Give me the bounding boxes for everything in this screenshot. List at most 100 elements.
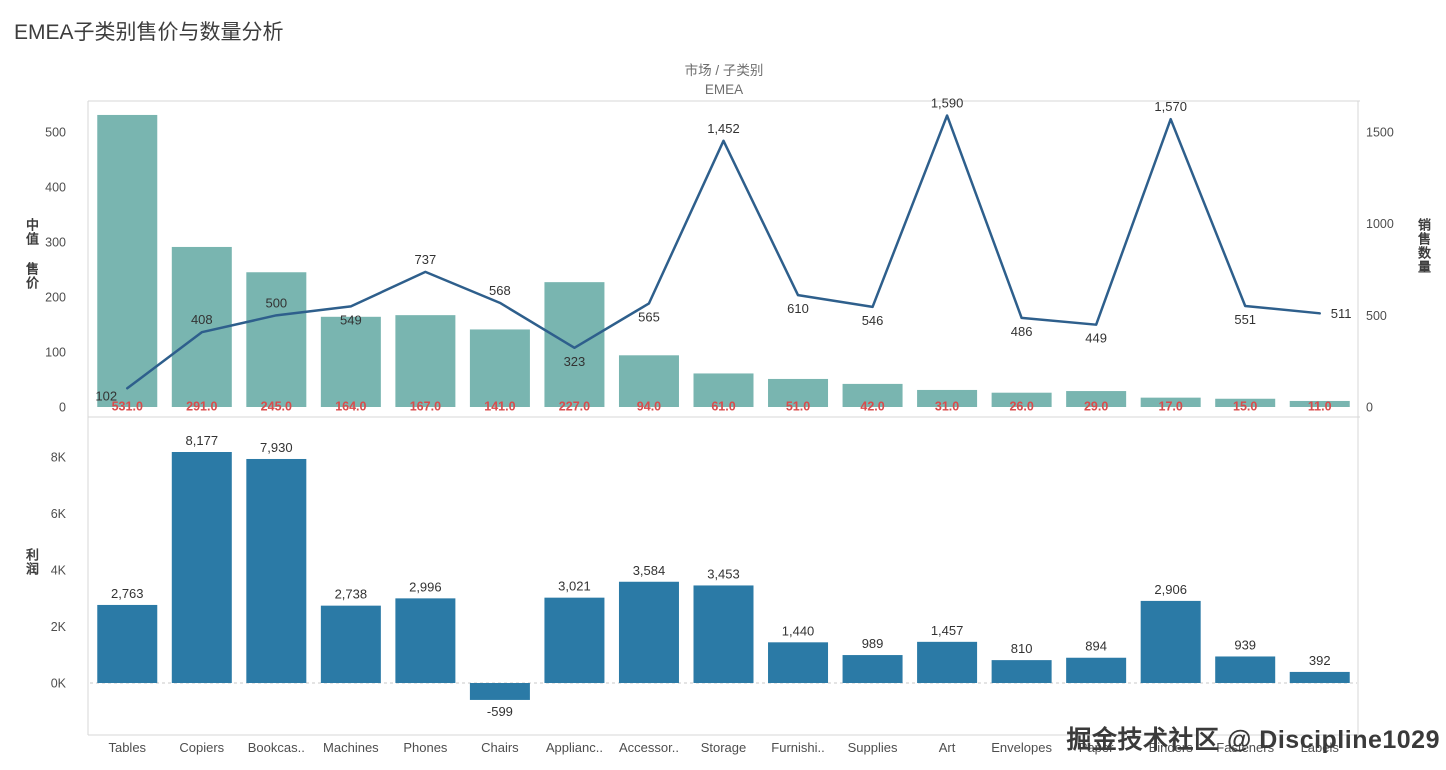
profit-bar-label: 7,930 — [260, 440, 293, 455]
profit-bar[interactable] — [1215, 656, 1276, 683]
quantity-axis-tick: 0 — [1366, 401, 1373, 415]
price-bar[interactable] — [97, 114, 158, 407]
category-label[interactable]: Accessor.. — [619, 740, 679, 755]
category-label[interactable]: Machines — [323, 740, 379, 755]
quantity-point-label: 323 — [564, 354, 586, 369]
category-label[interactable]: Labels — [1301, 740, 1340, 755]
category-label[interactable]: Art — [939, 740, 956, 755]
profit-bar-label: 939 — [1234, 637, 1256, 652]
column-header-value[interactable]: EMEA — [704, 82, 744, 97]
price-bar-label: 291.0 — [186, 400, 217, 414]
quantity-point-label: 500 — [265, 295, 287, 310]
quantity-point-label: 449 — [1085, 331, 1107, 346]
price-bar[interactable] — [842, 383, 903, 407]
category-label[interactable]: Envelopes — [991, 740, 1052, 755]
profit-bar[interactable] — [1289, 671, 1350, 683]
profit-axis-tick: 4K — [51, 564, 67, 578]
category-label[interactable]: Bookcas.. — [248, 740, 305, 755]
profit-bar-label: 2,738 — [335, 587, 368, 602]
profit-bar[interactable] — [991, 660, 1052, 683]
profit-bar[interactable] — [917, 641, 978, 683]
quantity-point-label: 568 — [489, 283, 511, 298]
profit-bar[interactable] — [842, 655, 903, 683]
price-bar-label: 167.0 — [410, 400, 441, 414]
category-label[interactable]: Storage — [701, 740, 747, 755]
price-bar[interactable] — [395, 315, 456, 407]
quantity-line[interactable] — [126, 114, 1321, 390]
price-bar[interactable] — [917, 389, 978, 407]
quantity-point-label: 549 — [340, 312, 362, 327]
quantity-point-label: 565 — [638, 309, 660, 324]
quantity-point-label: 102 — [95, 388, 117, 403]
quantity-point-label: 546 — [862, 313, 884, 328]
price-bar-label: 11.0 — [1308, 400, 1332, 414]
category-label[interactable]: Binders — [1149, 740, 1194, 755]
category-label[interactable]: Fasteners — [1216, 740, 1274, 755]
profit-bar[interactable] — [320, 605, 381, 683]
profit-bar[interactable] — [1066, 657, 1127, 683]
price-axis-tick: 300 — [45, 236, 66, 250]
profit-bar[interactable] — [97, 604, 158, 683]
profit-bar-label: 392 — [1309, 653, 1331, 668]
profit-bar[interactable] — [618, 581, 679, 683]
price-bar[interactable] — [768, 378, 829, 407]
quantity-point-label: 737 — [415, 252, 437, 267]
category-label[interactable]: Furnishi.. — [771, 740, 824, 755]
quantity-point-label: 408 — [191, 312, 213, 327]
profit-bar[interactable] — [395, 598, 456, 683]
price-axis-tick: 500 — [45, 126, 66, 140]
price-axis-tick: 200 — [45, 291, 66, 305]
price-bar[interactable] — [320, 316, 381, 407]
price-bar[interactable] — [1066, 391, 1127, 407]
profit-bar[interactable] — [1140, 600, 1201, 683]
quantity-axis-title: 销售数量 — [1416, 218, 1431, 274]
profit-bar-label: 2,763 — [111, 586, 144, 601]
price-bar[interactable] — [991, 392, 1052, 407]
profit-bar[interactable] — [544, 597, 605, 683]
price-bar[interactable] — [1215, 398, 1276, 407]
profit-bar-label: 2,906 — [1154, 582, 1187, 597]
category-label[interactable]: Applianc.. — [546, 740, 603, 755]
price-bar[interactable] — [693, 373, 754, 407]
category-label[interactable]: Chairs — [481, 740, 519, 755]
profit-bar[interactable] — [246, 458, 307, 683]
price-bar[interactable] — [618, 355, 679, 407]
category-label[interactable]: Supplies — [848, 740, 898, 755]
price-bar[interactable] — [544, 282, 605, 407]
price-bar[interactable] — [1289, 400, 1350, 407]
category-label[interactable]: Phones — [403, 740, 448, 755]
profit-bar[interactable] — [693, 585, 754, 683]
quantity-point-label: 486 — [1011, 324, 1033, 339]
price-bar[interactable] — [469, 329, 530, 407]
profit-axis-tick: 8K — [51, 451, 67, 465]
price-bar[interactable] — [1140, 397, 1201, 407]
quantity-point-label: 1,452 — [707, 121, 740, 136]
profit-bar-label: 3,453 — [707, 566, 740, 581]
category-label[interactable]: Paper — [1079, 740, 1114, 755]
price-bar-label: 61.0 — [711, 400, 735, 414]
quantity-axis-tick: 500 — [1366, 309, 1387, 323]
quantity-axis-tick: 1000 — [1366, 217, 1394, 231]
profit-bar-label: 1,457 — [931, 623, 964, 638]
price-bar-label: 26.0 — [1009, 400, 1033, 414]
price-axis-title: 中值 售价 — [24, 218, 39, 290]
price-bar[interactable] — [246, 272, 307, 407]
price-bar-label: 531.0 — [112, 400, 143, 414]
price-bar-label: 15.0 — [1233, 400, 1257, 414]
quantity-axis-tick: 1500 — [1366, 126, 1394, 140]
profit-bar[interactable] — [469, 683, 530, 700]
category-label[interactable]: Copiers — [179, 740, 224, 755]
quantity-point-label: 610 — [787, 301, 809, 316]
profit-bar-label: 1,440 — [782, 623, 815, 638]
price-axis-tick: 0 — [59, 401, 66, 415]
profit-bar[interactable] — [171, 451, 232, 683]
price-bar-label: 42.0 — [860, 400, 884, 414]
category-label[interactable]: Tables — [108, 740, 146, 755]
price-bar-label: 227.0 — [559, 400, 590, 414]
profit-bar-label: 2,996 — [409, 579, 442, 594]
price-bar-label: 51.0 — [786, 400, 810, 414]
profit-bar-label: 3,584 — [633, 563, 666, 578]
profit-axis-tick: 0K — [51, 677, 67, 691]
profit-bar[interactable] — [768, 642, 829, 683]
profit-bar-label: 894 — [1085, 639, 1107, 654]
